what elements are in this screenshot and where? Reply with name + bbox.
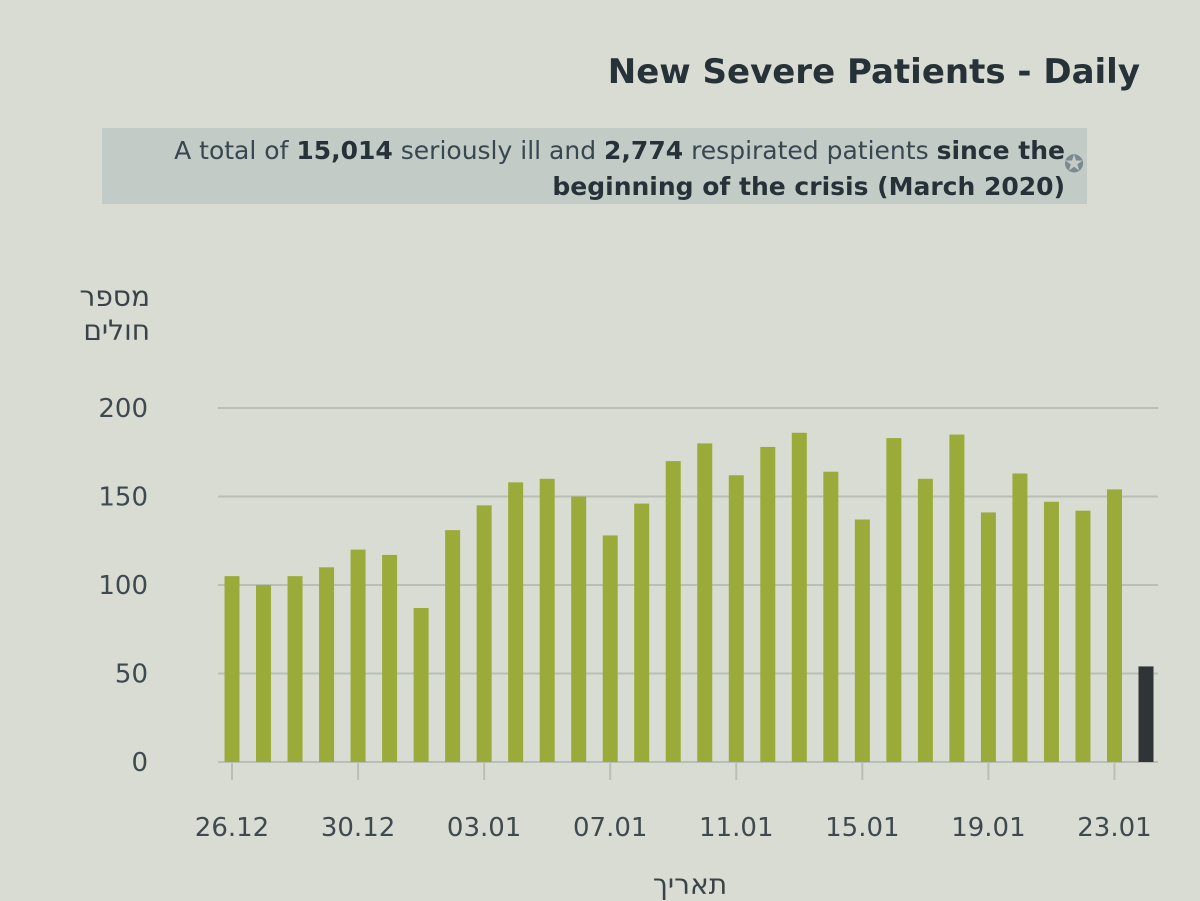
y-tick-label: 150 (98, 483, 148, 513)
y-tick-label: 200 (98, 394, 148, 424)
summary-since: since the (936, 136, 1065, 165)
chart-title: New Severe Patients - Daily (607, 52, 1140, 92)
summary-line-1: A total of 15,014 seriously ill and 2,77… (174, 136, 1065, 165)
x-tick-label: 23.01 (1077, 813, 1151, 843)
bar-29.12 (319, 567, 335, 762)
bar-24.01 (1138, 666, 1154, 762)
x-tick-label: 15.01 (825, 813, 899, 843)
bar-23.01 (1106, 489, 1122, 762)
bar-30.12 (350, 549, 366, 762)
summary-middle-1: seriously ill and (400, 136, 597, 165)
bar-15.01 (854, 519, 870, 762)
x-tick-label: 03.01 (447, 813, 521, 843)
bar-17.01 (917, 478, 933, 762)
bar-18.01 (949, 434, 965, 762)
bar-07.01 (602, 535, 618, 762)
bar-10.01 (697, 443, 713, 762)
bar-08.01 (634, 503, 650, 762)
info-icon[interactable]: ✪ (1064, 150, 1085, 178)
bar-02.01 (445, 530, 461, 762)
bar-14.01 (823, 471, 839, 762)
y-axis-label: מספר חולים (79, 280, 150, 347)
x-tick-label: 26.12 (195, 813, 269, 843)
bar-03.01 (476, 505, 492, 762)
x-tick-label: 11.01 (699, 813, 773, 843)
bar-05.01 (539, 478, 555, 762)
bar-04.01 (508, 482, 524, 762)
bar-13.01 (791, 432, 807, 762)
bar-27.12 (256, 585, 272, 762)
bar-09.01 (665, 461, 681, 762)
respirated-count: 2,774 (604, 136, 684, 165)
bar-11.01 (728, 475, 744, 762)
seriously-ill-count: 15,014 (296, 136, 393, 165)
x-tick-label: 30.12 (321, 813, 395, 843)
summary-middle-2: respirated patients (691, 136, 929, 165)
bar-26.12 (224, 576, 240, 762)
bar-20.01 (1012, 473, 1028, 762)
bar-16.01 (886, 438, 902, 762)
y-tick-label: 0 (131, 748, 148, 778)
x-tick-label: 07.01 (573, 813, 647, 843)
y-tick-label: 50 (115, 660, 148, 690)
summary-line-2: beginning of the crisis (March 2020) (552, 172, 1065, 201)
summary-prefix: A total of (174, 136, 289, 165)
bar-01.01 (413, 608, 429, 762)
bar-22.01 (1075, 510, 1091, 762)
summary-banner: A total of 15,014 seriously ill and 2,77… (102, 128, 1087, 204)
bar-19.01 (980, 512, 996, 762)
y-tick-label: 100 (98, 571, 148, 601)
bar-21.01 (1043, 501, 1059, 762)
x-axis-label: תאריך (652, 868, 728, 901)
x-tick-label: 19.01 (951, 813, 1025, 843)
bar-06.01 (571, 496, 587, 762)
bar-28.12 (287, 576, 303, 762)
summary-crisis-start: beginning of the crisis (March 2020) (552, 172, 1065, 201)
bar-12.01 (760, 446, 776, 762)
bar-31.12 (382, 554, 398, 762)
